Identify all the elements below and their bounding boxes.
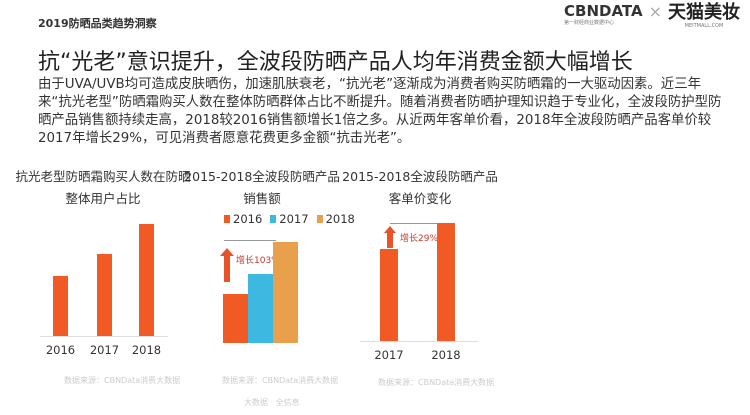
x-tick-label: 2016 (45, 343, 76, 357)
chart1-title: 抗光老型防晒霜购买人数在防晒 整体用户占比 (15, 169, 191, 206)
chart3-reference-line (390, 223, 455, 224)
chart2-annotation: 增长103% (236, 256, 280, 266)
legend-item: 2018 (316, 212, 355, 226)
cbndata-logo: CBNDATA 第一财经商业数据中心 (564, 2, 643, 27)
chart2-reference-line (224, 240, 276, 241)
legend-item: 2017 (270, 212, 309, 226)
bar-2018 (139, 224, 154, 336)
chart3-annotation: 增长29% (400, 234, 439, 244)
chart3-title: 2015-2018全波段防晒产品 客单价变化 (342, 169, 498, 206)
growth-arrow-icon (384, 226, 396, 248)
chart2-title: 2015-2018全波段防晒产品 销售额 (184, 169, 340, 206)
bar-2017 (97, 254, 112, 336)
legend-item: 2016 (224, 212, 262, 226)
x-tick-label: 2017 (374, 348, 404, 362)
report-title: 2019防晒品类趋势洞察 (38, 17, 157, 30)
bar-2017 (248, 274, 273, 343)
chart3-axis (360, 341, 478, 342)
footer-text: 大数据 · 全信息 (244, 398, 300, 407)
bar-2016 (223, 293, 248, 343)
bar-2016 (53, 275, 68, 336)
bar-2018 (273, 242, 298, 343)
body-text: 由于UVA/UVB均可造成皮肤晒伤，加速肌肤衰老，“抗光老”逐渐成为消费者购买防… (38, 77, 722, 146)
x-tick-label: 2018 (131, 343, 162, 357)
chart2-legend: 2016 2017 2018 (224, 212, 355, 226)
bar-2018 (437, 223, 455, 341)
page-title: 抗“光老”意识提升，全波段防晒产品人均年消费金额大幅增长 (38, 50, 633, 75)
chart1-source: 数据来源：CBNData消费大数据 (64, 376, 181, 385)
logo-bar: CBNDATA 第一财经商业数据中心 × 天猫美妆 MEITMALL.COM (564, 3, 740, 30)
growth-arrow-icon (220, 248, 234, 282)
chart2-source: 数据来源：CBNData消费大数据 (222, 376, 339, 385)
x-tick-label: 2018 (431, 348, 461, 362)
chart3-source: 数据来源：CBNData消费大数据 (378, 378, 495, 387)
logo-separator: × (648, 2, 662, 21)
chart1-axis (40, 336, 168, 337)
bar-2017 (380, 248, 398, 341)
x-tick-label: 2017 (89, 343, 120, 357)
tmall-beauty-logo: 天猫美妆 MEITMALL.COM (668, 2, 740, 30)
